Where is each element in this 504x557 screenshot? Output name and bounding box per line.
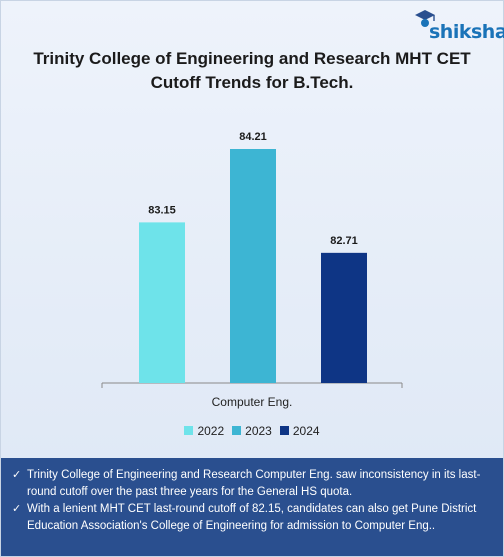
legend-label: 2022 <box>197 424 225 438</box>
check-icon: ✓ <box>12 502 22 515</box>
bar-2024[interactable] <box>321 252 367 383</box>
shiksha-logo[interactable]: shiksha <box>413 9 504 49</box>
legend-item-2023[interactable]: 2023 <box>232 424 272 438</box>
note-text: With a lenient MHT CET last-round cutoff… <box>27 503 477 532</box>
data-label-2023: 84.21 <box>239 131 267 143</box>
bar-2022[interactable] <box>139 222 185 383</box>
note-text: Trinity College of Engineering and Resea… <box>27 469 481 498</box>
legend-item-2022[interactable]: 2022 <box>184 424 224 438</box>
logo-text: shiksha <box>429 21 504 43</box>
note-item: ✓ With a lenient MHT CET last-round cutof… <box>12 501 489 534</box>
legend: 2022 2023 2024 <box>1 424 503 438</box>
data-label-2024: 82.71 <box>330 235 358 247</box>
graduate-cap-icon <box>415 10 435 27</box>
legend-label: 2023 <box>245 424 272 438</box>
legend-label: 2024 <box>292 424 320 438</box>
note-item: ✓ Trinity College of Engineering and Rese… <box>12 467 489 500</box>
legend-swatch <box>184 426 194 435</box>
legend-swatch <box>279 426 289 435</box>
x-tick-label: Computer Eng. <box>212 395 293 409</box>
bar-chart: 83.15 84.21 82.71 Computer Eng. <box>101 131 403 409</box>
chart-title: Trinity College of Engineering and Resea… <box>33 49 471 92</box>
legend-item-2024[interactable]: 2024 <box>279 424 320 438</box>
legend-swatch <box>232 426 242 435</box>
bar-2023[interactable] <box>230 149 276 383</box>
check-icon: ✓ <box>12 468 22 481</box>
notes-panel: ✓ Trinity College of Engineering and Rese… <box>1 458 503 556</box>
data-label-2022: 83.15 <box>148 204 176 216</box>
